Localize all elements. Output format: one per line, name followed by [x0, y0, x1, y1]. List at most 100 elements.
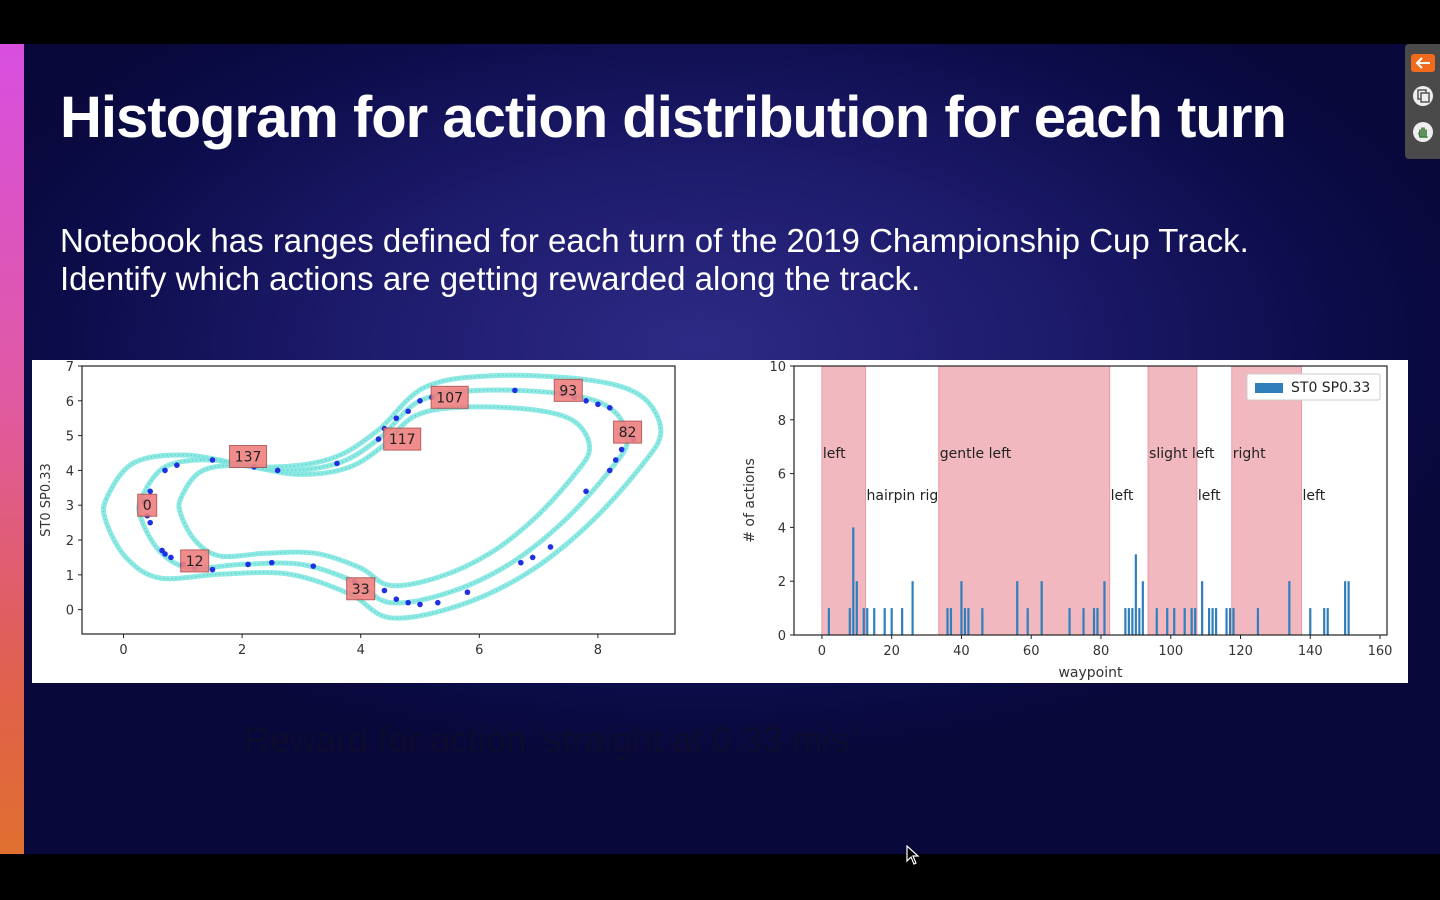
- x-tick-label: 60: [1023, 644, 1040, 659]
- x-tick-label: 0: [818, 644, 826, 659]
- action-point: [405, 599, 411, 606]
- action-point: [209, 457, 216, 463]
- action-point: [595, 401, 601, 408]
- action-point: [162, 467, 168, 474]
- y-tick-label: 10: [769, 360, 786, 375]
- y-tick-label: 5: [66, 430, 74, 445]
- action-point: [147, 488, 153, 495]
- y-tick-label: 0: [778, 629, 786, 644]
- charts-panel: 0 12 33 82 93 107 117 137 0 2 4 6 8 0 1 2 3 4 5 6 7 ST0 SP0.3…: [32, 360, 1408, 683]
- histogram-bar: [1326, 608, 1329, 635]
- action-point: [518, 559, 524, 566]
- histogram-bar: [873, 608, 876, 635]
- y-tick-label: 3: [66, 499, 74, 514]
- slide-caption: Reward for action ‘straight at 0.33 m/s’: [244, 719, 859, 760]
- histogram-bar: [1127, 608, 1130, 635]
- y-tick-label: 0: [66, 604, 74, 619]
- histogram-bar: [963, 608, 967, 635]
- histogram-bar: [1124, 608, 1127, 635]
- slide: Histogram for action distribution for ea…: [0, 44, 1440, 854]
- histogram-bar: [981, 608, 984, 635]
- histogram-bar: [1096, 608, 1099, 635]
- legend-label: ST0 SP0.33: [1291, 380, 1370, 396]
- waypoint-label: 82: [619, 425, 637, 441]
- turn-region: [938, 365, 1111, 636]
- action-point: [405, 408, 411, 415]
- action-point: [209, 566, 216, 573]
- histogram-bar: [1228, 608, 1232, 635]
- waypoint-label: 0: [143, 498, 152, 514]
- action-point: [393, 415, 400, 422]
- slide-accent-bar: [0, 44, 24, 854]
- histogram-bar: [883, 608, 886, 635]
- x-tick-label: 80: [1093, 644, 1110, 659]
- y-tick-label: 7: [66, 360, 74, 375]
- histogram-bar: [1173, 608, 1176, 635]
- legend-box: [1246, 373, 1381, 401]
- histogram-bar: [1068, 608, 1071, 635]
- histogram-bar: [1190, 608, 1193, 635]
- x-tick-label: 20: [883, 644, 900, 659]
- track-boundary-dots-2: [178, 406, 591, 587]
- mouse-cursor-icon: [906, 844, 920, 870]
- waypoint-label-box: [137, 493, 158, 517]
- track-plot-frame: [81, 365, 676, 635]
- histogram-bar: [1166, 608, 1169, 635]
- action-point: [174, 462, 180, 468]
- action-point: [606, 404, 613, 411]
- action-point: [393, 596, 400, 602]
- hand-icon[interactable]: [1411, 120, 1435, 144]
- histogram-bar: [1131, 608, 1134, 635]
- y-tick-label: 4: [778, 521, 786, 536]
- action-point: [162, 551, 168, 557]
- histogram-bar: [946, 608, 949, 635]
- action-point: [464, 589, 471, 596]
- action-point: [274, 467, 281, 474]
- histogram-bar: [1016, 581, 1019, 635]
- histogram-bar: [1201, 581, 1204, 635]
- action-point: [417, 601, 423, 608]
- waypoint-label-box: [430, 385, 469, 409]
- waypoint-label: 33: [352, 582, 370, 598]
- waypoint-label: 12: [186, 554, 204, 570]
- histogram-bar: [1288, 581, 1291, 635]
- turn-label: left: [823, 446, 846, 462]
- x-tick-label: 40: [953, 644, 970, 659]
- x-tick-label: 160: [1368, 644, 1393, 659]
- waypoint-label-box: [180, 549, 210, 573]
- turn-label: gentle left: [940, 446, 1012, 462]
- histogram-bar: [1323, 608, 1326, 635]
- histogram-bar: [1309, 608, 1312, 635]
- action-point: [547, 544, 554, 550]
- histogram-bar: [911, 581, 914, 635]
- x-tick-label: 120: [1228, 644, 1253, 659]
- waypoint-label: 117: [389, 432, 416, 448]
- y-tick-label: 8: [778, 414, 786, 429]
- histogram-bar: [1141, 581, 1144, 635]
- track-y-axis-label: ST0 SP0.33: [39, 463, 54, 537]
- histogram-bar: [967, 608, 970, 635]
- turn-label: left: [1303, 488, 1326, 504]
- y-tick-label: 2: [66, 534, 74, 549]
- histogram-x-axis-label: waypoint: [1058, 665, 1123, 681]
- turn-region: [821, 365, 867, 636]
- action-point: [381, 587, 388, 594]
- histogram-bar: [827, 608, 830, 635]
- slide-subtitle: Notebook has ranges defined for each tur…: [60, 222, 1249, 298]
- action-point: [583, 488, 589, 495]
- waypoint-label-box: [346, 577, 376, 601]
- x-tick-label: 140: [1298, 644, 1323, 659]
- x-tick-label: 2: [238, 643, 246, 658]
- back-arrow-icon[interactable]: [1411, 54, 1435, 72]
- histogram-bar: [1138, 608, 1141, 635]
- turn-region: [1147, 365, 1198, 636]
- histogram-bar: [855, 581, 858, 635]
- histogram-bar: [1103, 581, 1106, 635]
- action-point: [417, 398, 423, 404]
- y-tick-label: 4: [66, 464, 74, 479]
- x-tick-label: 8: [594, 643, 602, 658]
- histogram-bar: [901, 608, 904, 635]
- copy-icon[interactable]: [1411, 84, 1435, 108]
- y-tick-label: 2: [778, 575, 786, 590]
